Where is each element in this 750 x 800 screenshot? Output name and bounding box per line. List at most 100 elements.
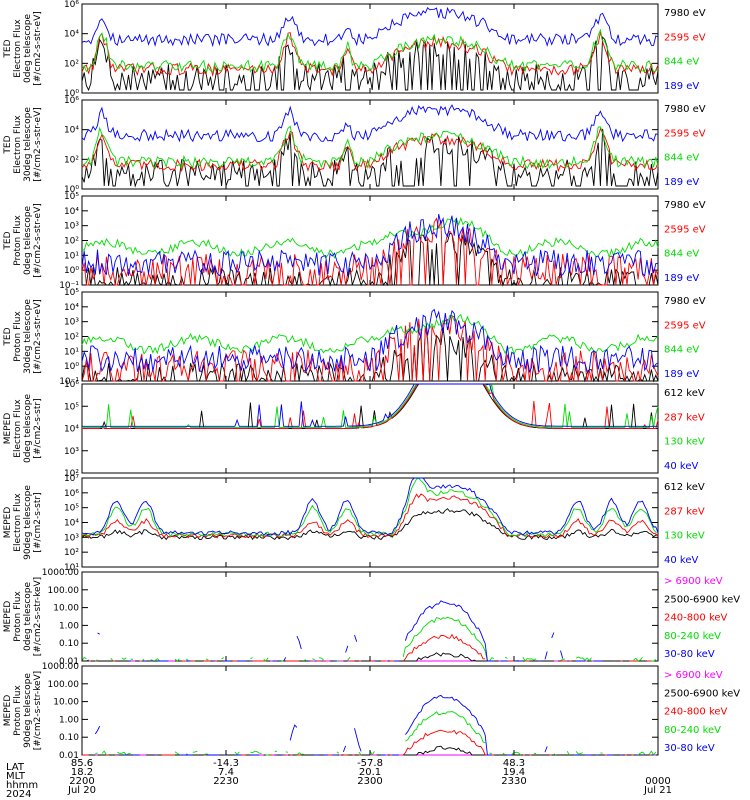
xaxis-row-label-year: 2024 — [6, 789, 31, 800]
legend-entry-1: 7980 eV — [664, 296, 706, 307]
xtick-label: -57.8 — [357, 758, 383, 769]
ytick-label: 0.01 — [59, 657, 79, 667]
ytick-label: 10³ — [64, 318, 79, 328]
xtick-label: 2330 — [501, 776, 526, 787]
legend-entry-4: 40 keV — [664, 555, 698, 566]
series-line-1 — [81, 35, 659, 92]
legend-entry-3: 130 keV — [664, 437, 705, 448]
legend-entry-1: 612 keV — [664, 482, 705, 493]
xtick-label: 2300 — [357, 776, 382, 787]
legend-entry-3: 844 eV — [664, 249, 699, 260]
ylabel-line: 0deg telescope — [23, 394, 33, 464]
ylabel-line: 30deg telescope — [23, 299, 33, 374]
ytick-label: 10⁰ — [64, 362, 79, 372]
ylabel-line: Proton Flux — [13, 215, 23, 266]
series-line-4 — [95, 711, 657, 756]
ylabel-line: MEPED — [3, 695, 13, 727]
xtick-label: 2200 — [69, 776, 94, 787]
ytick-label: 10⁴ — [64, 207, 79, 217]
ylabel-line: [#/cm2-s-str-eV] — [33, 107, 43, 182]
xtick-label: 20.1 — [359, 767, 381, 778]
ytick-label: 10² — [64, 548, 79, 558]
ylabel-line: 30deg telescope — [23, 107, 33, 182]
ylabel-line: MEPED — [3, 413, 13, 445]
ytick-label: 10³ — [64, 447, 79, 457]
xtick-label: 85.6 — [71, 758, 93, 769]
ylabel: MEPED Electron Flux 0deg telescope [#/cm2-s… — [3, 394, 43, 464]
legend-entry-2: 287 keV — [664, 412, 705, 423]
legend-entry-2: 287 keV — [664, 506, 705, 517]
ytick-label: 1.00 — [59, 715, 79, 725]
ytick-label: 10⁶ — [64, 0, 79, 10]
legend-entry-3: 844 eV — [664, 57, 699, 68]
panel-1: 10⁰ 10² 10⁴ 10⁶ TED Electron Flux 0deg telesco… — [3, 0, 706, 99]
ylabel-line: MEPED — [3, 507, 13, 539]
ytick-label: 10² — [64, 333, 79, 343]
xtick-label: 19.4 — [503, 767, 525, 778]
legend-entry-4: 80-240 keV — [664, 631, 721, 642]
xtick-label: 18.2 — [71, 767, 93, 778]
ytick-label: 10¹ — [64, 563, 79, 573]
ylabel-line: Proton Flux — [13, 591, 23, 642]
series-line-4 — [81, 308, 659, 374]
legend-entry-3: 130 keV — [664, 531, 705, 542]
ytick-label: 0.10 — [59, 733, 79, 743]
ylabel-line: Electron Flux — [13, 19, 23, 78]
ytick-label: 10⁷ — [64, 474, 79, 484]
ytick-label: 10³ — [64, 533, 79, 543]
ylabel-line: 90deg telescope — [23, 485, 33, 560]
ylabel: TED Proton Flux 30deg telescope [#/cm2-s-st… — [3, 299, 43, 374]
series-line-2 — [82, 745, 654, 756]
legend-entry-4: 80-240 keV — [664, 725, 721, 736]
series-line-5 — [86, 601, 655, 661]
ytick-label: 10² — [64, 469, 79, 479]
legend-entry-5: 30-80 keV — [664, 649, 715, 660]
ylabel-line: [#/cm2-s-str] — [33, 398, 43, 458]
ytick-label: 10⁰ — [64, 266, 79, 276]
ytick-label: 10⁴ — [64, 126, 79, 136]
legend-entry-4: 189 eV — [664, 177, 699, 188]
ytick-label: 10⁵ — [64, 402, 79, 412]
ylabel: MEPED Electron Flux 90deg telescope [#/cm2-… — [3, 485, 43, 560]
legend-entry-4: 189 eV — [664, 273, 699, 284]
ytick-label: 10⁻¹ — [59, 281, 79, 291]
ylabel-line: [#/cm2-s-str] — [33, 492, 43, 552]
ytick-label: 1.00 — [59, 621, 79, 631]
series-line-3 — [81, 216, 659, 259]
ytick-label: 10⁴ — [64, 30, 79, 40]
ytick-label: 10.00 — [53, 604, 79, 614]
ylabel-line: [#/cm2-s-str-eV] — [33, 299, 43, 374]
ylabel: TED Electron Flux 30deg telescope [#/cm2-s-… — [3, 107, 43, 182]
xtick-label: 48.3 — [503, 758, 525, 769]
panel-3: 10⁻¹ 10⁰ 10¹ 10² 10³ 10⁴ 10⁵ TED Proton Flux 0deg… — [3, 192, 706, 291]
legend-entry-2: 2500-6900 keV — [664, 594, 740, 605]
ylabel-line: TED — [3, 231, 13, 250]
series-line-2 — [81, 493, 659, 539]
series-line-3 — [82, 383, 659, 428]
ytick-label: 1000.00 — [42, 568, 79, 578]
legend-entry-2: 2595 eV — [664, 128, 706, 139]
ytick-label: 10⁶ — [64, 96, 79, 106]
ylabel-line: 0deg telescope — [23, 582, 33, 652]
legend-entry-3: 240-800 keV — [664, 613, 728, 624]
ytick-label: 100.00 — [48, 680, 80, 690]
legend-entry-4: 189 eV — [664, 81, 699, 92]
series-line-3 — [82, 729, 652, 756]
ylabel-line: 0deg telescope — [23, 206, 33, 276]
ytick-label: 10² — [64, 59, 79, 69]
ytick-label: 10¹ — [64, 251, 79, 261]
ylabel: TED Proton Flux 0deg telescope [#/cm2-s-str… — [3, 203, 43, 278]
ytick-label: 10⁶ — [64, 489, 79, 499]
series-line-1 — [82, 383, 658, 429]
xaxis-row-label-hhmm: hhmm — [6, 780, 38, 791]
panel-2: 10⁰ 10² 10⁴ 10⁶ TED Electron Flux 30deg telesc… — [3, 96, 706, 195]
ytick-label: 10⁰ — [64, 185, 79, 195]
ylabel-line: [#/cm2-s-str-keV] — [33, 671, 43, 750]
ytick-label: 100.00 — [48, 586, 80, 596]
legend-entry-3: 844 eV — [664, 153, 699, 164]
ytick-label: 10⁴ — [64, 425, 79, 435]
legend-entry-4: 40 keV — [664, 461, 698, 472]
ytick-label: 10⁻¹ — [59, 377, 79, 387]
